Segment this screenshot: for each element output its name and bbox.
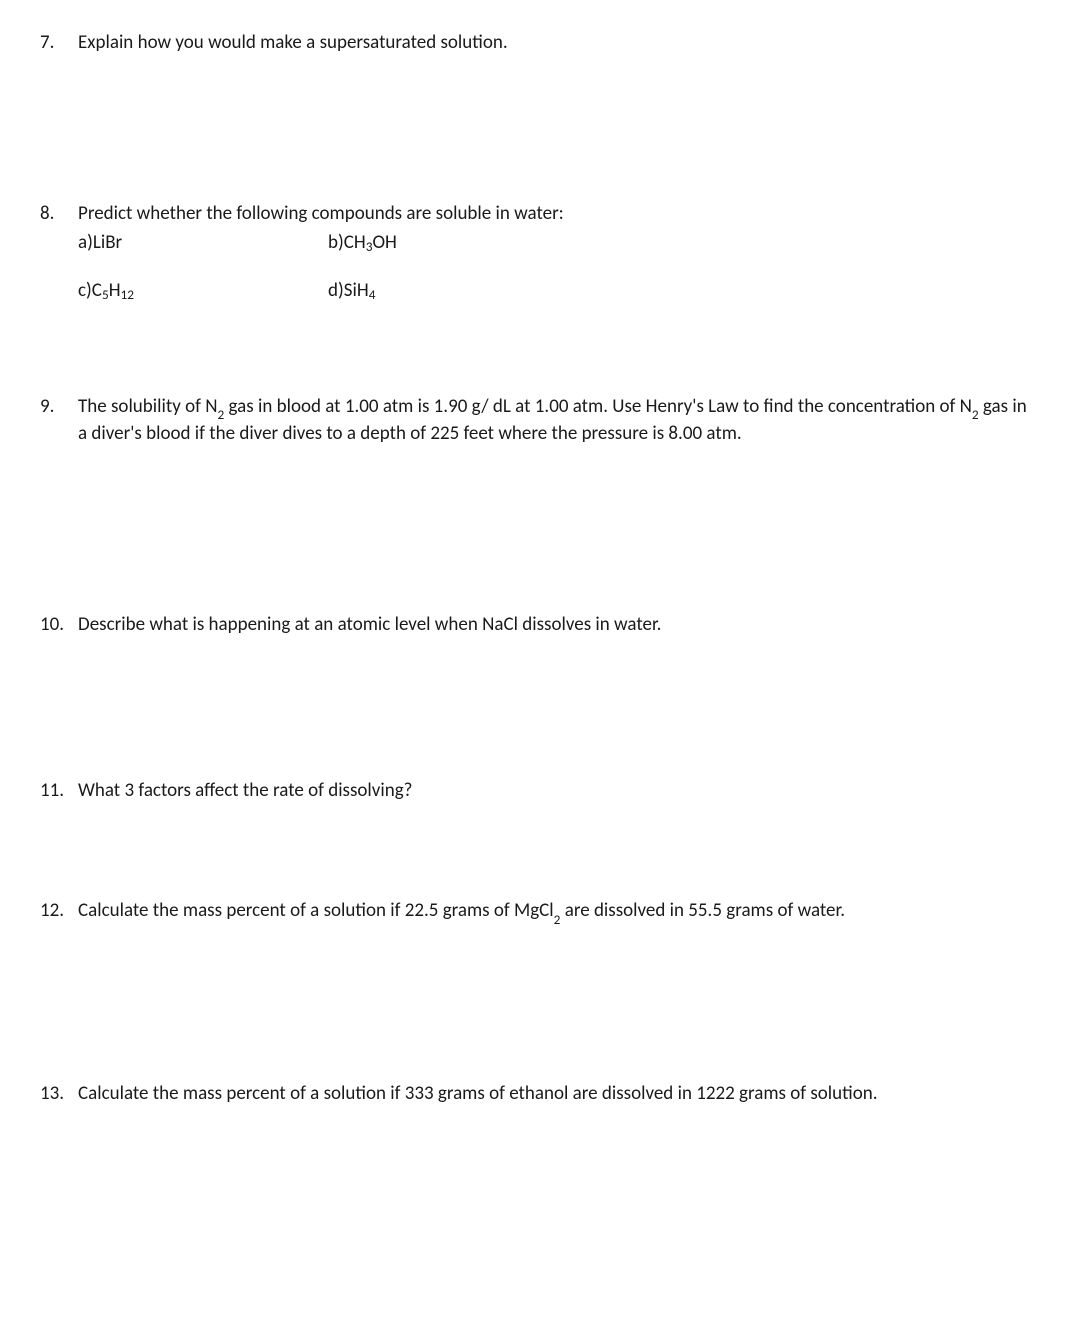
- formula-part: CH: [344, 230, 366, 256]
- option-c: c) C5H12: [78, 278, 328, 304]
- subscript: 12: [121, 286, 134, 304]
- formula-part: H: [109, 278, 121, 304]
- question-13: 13. Calculate the mass percent of a solu…: [40, 1081, 1036, 1107]
- question-text: Predict whether the following compounds …: [78, 201, 1036, 227]
- subscript: 5: [102, 286, 109, 304]
- option-label: d): [328, 278, 344, 304]
- question-text: Calculate the mass percent of a solution…: [78, 1081, 1036, 1107]
- question-number: 9.: [40, 394, 78, 420]
- option-label: b): [328, 230, 344, 256]
- question-text: What 3 factors affect the rate of dissol…: [78, 778, 1036, 804]
- question-9: 9. The solubility of N2 gas in blood at …: [40, 394, 1036, 447]
- option-a: a) LiBr: [78, 230, 328, 256]
- option-b: b) CH3OH: [328, 230, 397, 256]
- question-text: The solubility of N2 gas in blood at 1.0…: [78, 394, 1036, 447]
- option-d: d) SiH4: [328, 278, 375, 304]
- question-number: 7.: [40, 30, 78, 56]
- question-number: 13.: [40, 1081, 78, 1107]
- question-12: 12. Calculate the mass percent of a solu…: [40, 898, 1036, 926]
- option-label: c): [78, 278, 92, 304]
- text-part: gas in blood at 1.00 atm is 1.90 g/ dL a…: [224, 395, 972, 418]
- question-7: 7. Explain how you would make a supersat…: [40, 30, 1036, 56]
- question-number: 8.: [40, 201, 78, 227]
- text-part: The solubility of N: [78, 395, 218, 418]
- subscript: 3: [366, 238, 373, 256]
- subscript: 2: [554, 911, 561, 928]
- question-10: 10. Describe what is happening at an ato…: [40, 612, 1036, 638]
- question-text: Describe what is happening at an atomic …: [78, 612, 1036, 638]
- question-number: 10.: [40, 612, 78, 638]
- option-text: LiBr: [93, 230, 122, 256]
- question-8: 8. Predict whether the following compoun…: [40, 201, 1036, 304]
- subscript: 2: [218, 406, 225, 423]
- formula-part: C: [92, 278, 102, 304]
- formula-part: SiH: [344, 278, 369, 304]
- question-number: 12.: [40, 898, 78, 924]
- question-text: Explain how you would make a supersatura…: [78, 30, 1036, 56]
- question-11: 11. What 3 factors affect the rate of di…: [40, 778, 1036, 804]
- text-part: Calculate the mass percent of a solution…: [78, 899, 554, 922]
- question-text: Calculate the mass percent of a solution…: [78, 898, 1036, 926]
- subscript: 4: [369, 286, 376, 304]
- subscript: 2: [972, 406, 979, 423]
- question-number: 11.: [40, 778, 78, 804]
- formula-part: OH: [372, 230, 396, 256]
- text-part: are dissolved in 55.5 grams of water.: [560, 899, 845, 922]
- option-label: a): [78, 230, 93, 256]
